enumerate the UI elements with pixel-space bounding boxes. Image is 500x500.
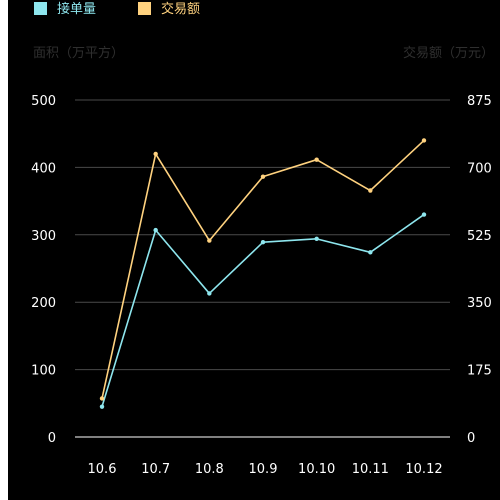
data-point-1[interactable] [421, 138, 427, 143]
left-tick-label: 200 [31, 296, 56, 311]
right-tick-label: 875 [467, 94, 492, 109]
x-tick-label: 10.6 [88, 462, 117, 477]
left-tick-label: 0 [48, 431, 56, 446]
x-tick-label: 10.7 [141, 462, 170, 477]
x-tick-label: 10.10 [298, 462, 335, 477]
series-line-1[interactable] [101, 139, 425, 399]
right-axis-ticks: 0 175 350 525 700 875 [467, 94, 492, 446]
data-point-1[interactable] [207, 238, 212, 243]
right-tick-label: 700 [467, 161, 492, 176]
left-tick-label: 400 [31, 161, 56, 176]
left-axis-name: 面积（万平方） [33, 45, 124, 61]
legend-swatch-orders[interactable] [34, 2, 47, 15]
data-point-0[interactable] [260, 240, 266, 245]
legend-swatch-amount[interactable] [138, 2, 151, 15]
data-point-1[interactable] [368, 188, 373, 193]
left-tick-label: 100 [31, 364, 56, 379]
data-point-0[interactable] [314, 236, 319, 242]
data-point-0[interactable] [421, 212, 427, 217]
left-tick-label: 500 [31, 94, 56, 109]
legend[interactable]: 接单量 交易额 [34, 1, 200, 17]
data-point-1[interactable] [99, 396, 105, 401]
x-axis-ticks: 10.6 10.7 10.8 10.9 10.10 10.11 10.12 [88, 462, 443, 477]
legend-label-amount[interactable]: 交易额 [161, 1, 200, 17]
left-axis-ticks: 0 100 200 300 400 500 [31, 94, 56, 446]
right-tick-label: 175 [467, 364, 492, 379]
data-point-0[interactable] [207, 291, 212, 296]
x-tick-label: 10.9 [249, 462, 278, 477]
x-tick-label: 10.11 [352, 462, 389, 477]
legend-label-orders[interactable]: 接单量 [57, 1, 96, 17]
data-point-0[interactable] [153, 227, 158, 233]
right-axis-name: 交易额（万元） [403, 45, 494, 61]
series-group [99, 138, 427, 409]
right-tick-label: 350 [467, 296, 492, 311]
right-tick-label: 0 [467, 431, 475, 446]
x-tick-label: 10.8 [195, 462, 224, 477]
right-tick-label: 525 [467, 229, 492, 244]
data-point-1[interactable] [260, 174, 266, 179]
left-tick-label: 300 [31, 229, 56, 244]
data-point-1[interactable] [314, 157, 319, 162]
data-point-1[interactable] [153, 151, 158, 157]
x-tick-label: 10.12 [405, 462, 442, 477]
data-point-0[interactable] [99, 404, 105, 409]
grid-lines [75, 99, 450, 371]
data-point-0[interactable] [368, 250, 373, 255]
